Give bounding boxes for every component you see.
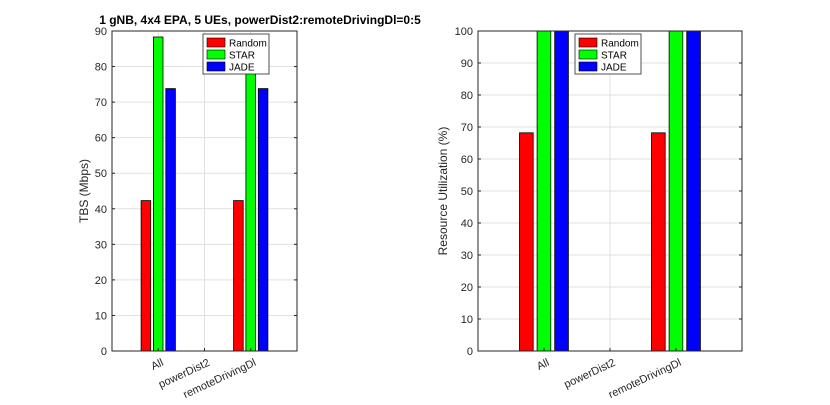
y-tick-label: 50 [95,168,107,180]
y-tick-label: 80 [95,62,107,74]
y-tick-label: 20 [95,275,107,287]
bar-jade-all [554,30,569,352]
bar-star-all [536,30,552,352]
legend-swatch-star [206,49,226,60]
y-tick-label: 40 [461,218,473,230]
legend-swatch-star [578,49,598,60]
y-tick-label: 70 [95,97,107,109]
bar-random-all [519,132,534,352]
y-tick-label: 60 [95,133,107,145]
bar-jade-remotedrivingdl [686,30,701,352]
legend-label-random: Random [229,39,267,50]
legend-swatch-random [206,37,226,48]
legend-label-star: STAR [229,51,255,62]
legend-swatch-jade [578,61,598,72]
bar-jade-remotedrivingdl [257,88,269,352]
y-tick-label: 100 [455,26,473,38]
y-tick-label: 90 [95,26,107,38]
legend-label-random: Random [601,39,639,50]
y-tick-label: 50 [461,186,473,198]
bar-star-remotedrivingdl [245,36,256,352]
y-axis-label: TBS (Mbps) [77,159,91,223]
bar-star-all [152,36,164,352]
legend-label-jade: JADE [601,63,627,74]
bar-random-remotedrivingdl [651,132,666,352]
legend-swatch-random [578,37,598,48]
chart-panel-2: 0 10 20 30 40 50 60 70 80 90 100 All powerDist2remot… [436,26,743,401]
bar-jade-all [165,88,176,352]
bar-random-remotedrivingdl [233,200,244,352]
chart-panel-1: 0102030405060708090AllpowerDist2remoteDr… [77,13,421,401]
legend-label-star: STAR [601,51,627,62]
y-tick-label: 10 [461,314,473,326]
bar-random-all [140,200,152,352]
y-axis-label: Resource Utilization (%) [436,127,450,256]
x-tick-label: All [535,357,551,373]
y-tick-label: 30 [461,250,473,262]
y-tick-label: 90 [461,58,473,70]
y-tick-label: 80 [461,90,473,102]
legend-swatch-jade [206,61,226,72]
legend-label-jade: JADE [229,63,255,74]
x-tick-label: powerDist2 [562,357,617,391]
chart-title: 1 gNB, 4x4 EPA, 5 UEs, powerDist2:remote… [99,13,421,27]
bar-star-remotedrivingdl [668,30,684,352]
y-tick-label: 0 [467,346,473,358]
y-tick-label: 0 [101,346,107,358]
y-tick-label: 30 [95,239,107,251]
y-tick-label: 60 [461,154,473,166]
x-tick-label: remoteDrivingDl [607,357,684,401]
x-tick-label: All [149,357,165,373]
y-tick-label: 10 [95,310,107,322]
y-tick-label: 70 [461,122,473,134]
y-tick-label: 40 [95,204,107,216]
y-tick-label: 20 [461,282,473,294]
